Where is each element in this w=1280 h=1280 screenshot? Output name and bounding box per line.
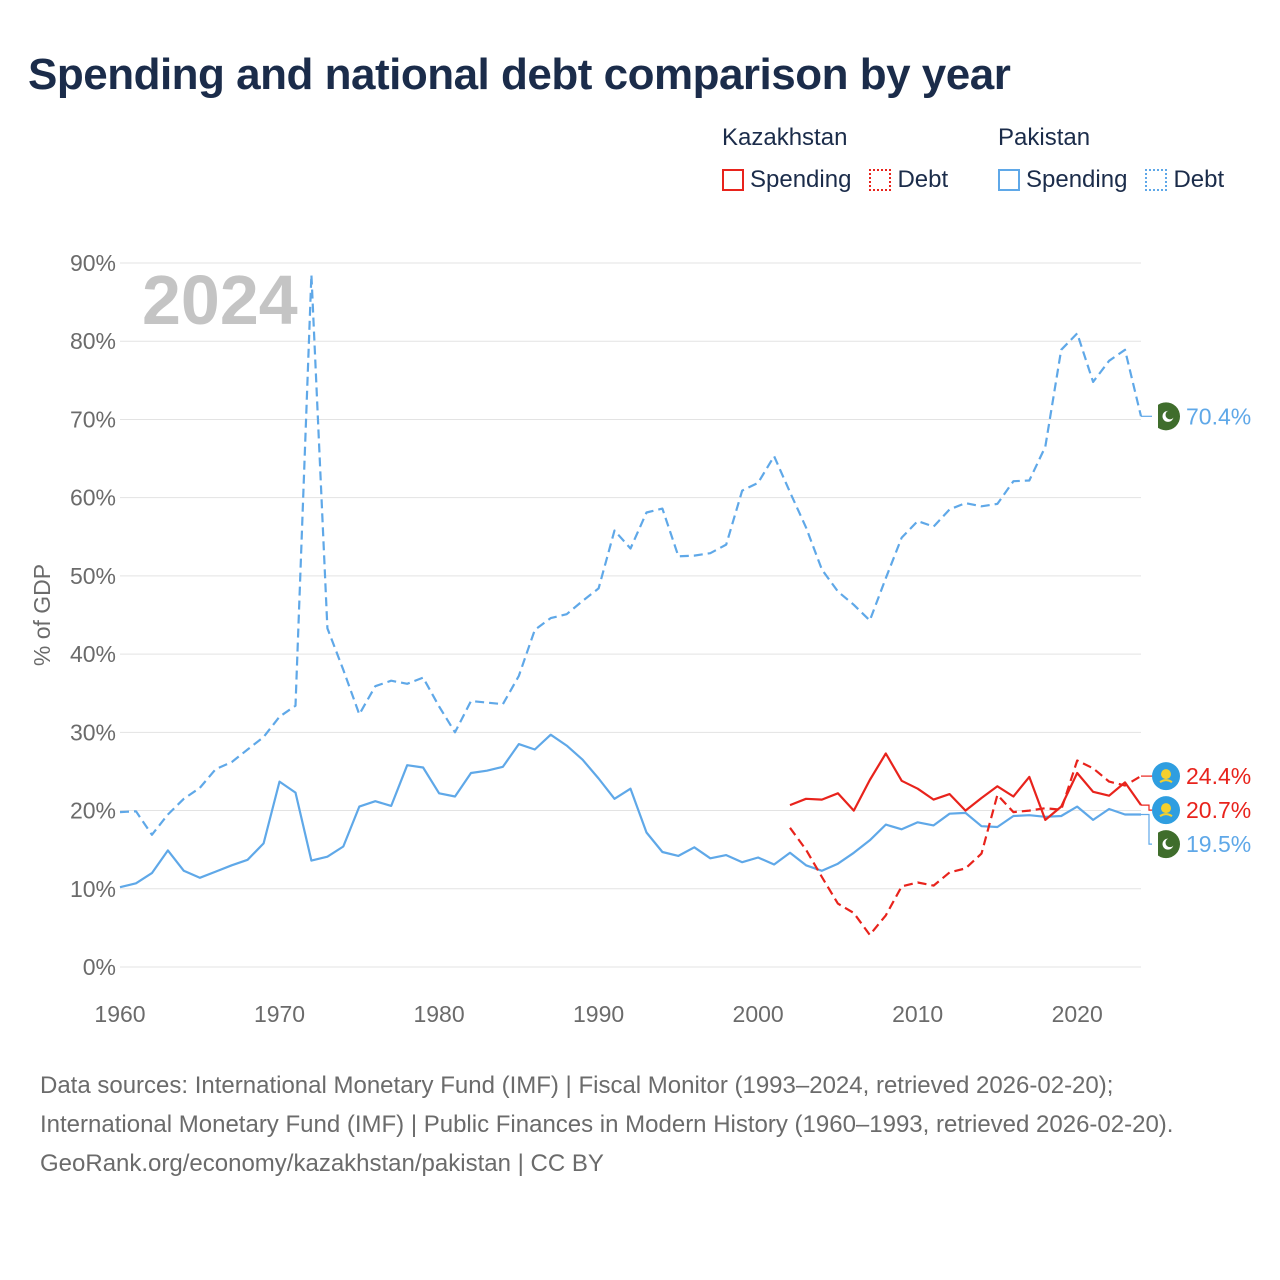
legend-swatch-dotted <box>1145 169 1168 191</box>
legend-item-pakistan-spending[interactable]: Spending <box>998 166 1127 194</box>
y-tick-label: 20% <box>70 798 116 824</box>
x-tick-label: 1990 <box>573 1001 624 1027</box>
y-tick-label: 80% <box>70 328 116 354</box>
x-tick-label: 2020 <box>1052 1001 1103 1027</box>
y-tick-label: 50% <box>70 563 116 589</box>
series-line-kazakhstan-debt <box>789 759 1142 937</box>
line-chart: 0% 10% 20% 30% 40% 50% 60% 70% 80% 90% 1960 1970 198… <box>29 250 1251 1027</box>
y-tick-label: 10% <box>70 876 116 902</box>
y-tick-label: 30% <box>70 719 116 745</box>
legend-group-pakistan: Pakistan Spending Debt <box>998 124 1224 194</box>
end-label-leader <box>1141 804 1154 811</box>
flag-hoist-stripe <box>1152 402 1158 431</box>
legend-item-kazakhstan-spending[interactable]: Spending <box>722 166 851 194</box>
legend-item-pakistan-debt[interactable]: Debt <box>1145 166 1224 194</box>
flag-eagle-icon <box>1159 779 1173 783</box>
flag-crescent-cut <box>1165 838 1175 848</box>
flag-eagle-icon <box>1159 813 1173 817</box>
y-axis-label: % of GDP <box>29 564 55 666</box>
y-tick-label: 70% <box>70 406 116 432</box>
x-tick-label: 1960 <box>94 1001 145 1027</box>
legend-swatch-solid <box>998 169 1020 191</box>
chart-title: Spending and national debt comparison by… <box>28 50 1011 99</box>
x-tick-label: 2000 <box>733 1001 784 1027</box>
series-line-kazakhstan-spending <box>789 752 1142 822</box>
legend-item-label: Debt <box>1173 166 1225 193</box>
y-tick-label: 0% <box>83 954 116 980</box>
x-tick-label: 2010 <box>892 1001 943 1027</box>
legend-group-name: Kazakhstan <box>722 124 848 151</box>
year-label: 2024 <box>142 261 298 339</box>
y-tick-label: 90% <box>70 250 116 276</box>
flag-crescent-cut <box>1165 410 1175 420</box>
flag-hoist-stripe <box>1152 830 1158 859</box>
legend-swatch-dotted <box>869 169 892 191</box>
flag-sun-icon <box>1161 803 1171 814</box>
y-tick-label: 40% <box>70 641 116 667</box>
flag-sun-icon <box>1161 769 1171 780</box>
series-line-pakistan-spending <box>119 733 1141 889</box>
end-value-label-kazakhstan-debt: 24.4% <box>1186 763 1251 789</box>
legend-item-label: Spending <box>1026 166 1128 193</box>
end-label-leader <box>1141 813 1154 845</box>
end-value-label-pakistan-debt: 70.4% <box>1186 403 1251 429</box>
legend-group-kazakhstan: Kazakhstan Spending Debt <box>722 124 948 194</box>
x-tick-label: 1970 <box>254 1001 305 1027</box>
legend-group-name: Pakistan <box>998 124 1091 151</box>
credit-link[interactable]: GeoRank.org/economy/kazakhstan/pakistan … <box>40 1150 604 1177</box>
data-sources-note: Data sources: International Monetary Fun… <box>40 1072 1174 1138</box>
y-tick-label: 60% <box>70 485 116 511</box>
legend-item-label: Spending <box>750 166 852 193</box>
series-line-pakistan-debt <box>119 273 1143 836</box>
legend-swatch-solid <box>722 169 744 191</box>
legend-item-kazakhstan-debt[interactable]: Debt <box>869 166 948 194</box>
legend-item-label: Debt <box>897 166 949 193</box>
end-value-label-kazakhstan-spending: 20.7% <box>1186 797 1251 823</box>
x-tick-label: 1980 <box>413 1001 464 1027</box>
end-value-label-pakistan-spending: 19.5% <box>1186 831 1251 857</box>
footer: Data sources: International Monetary Fun… <box>40 1066 1240 1183</box>
